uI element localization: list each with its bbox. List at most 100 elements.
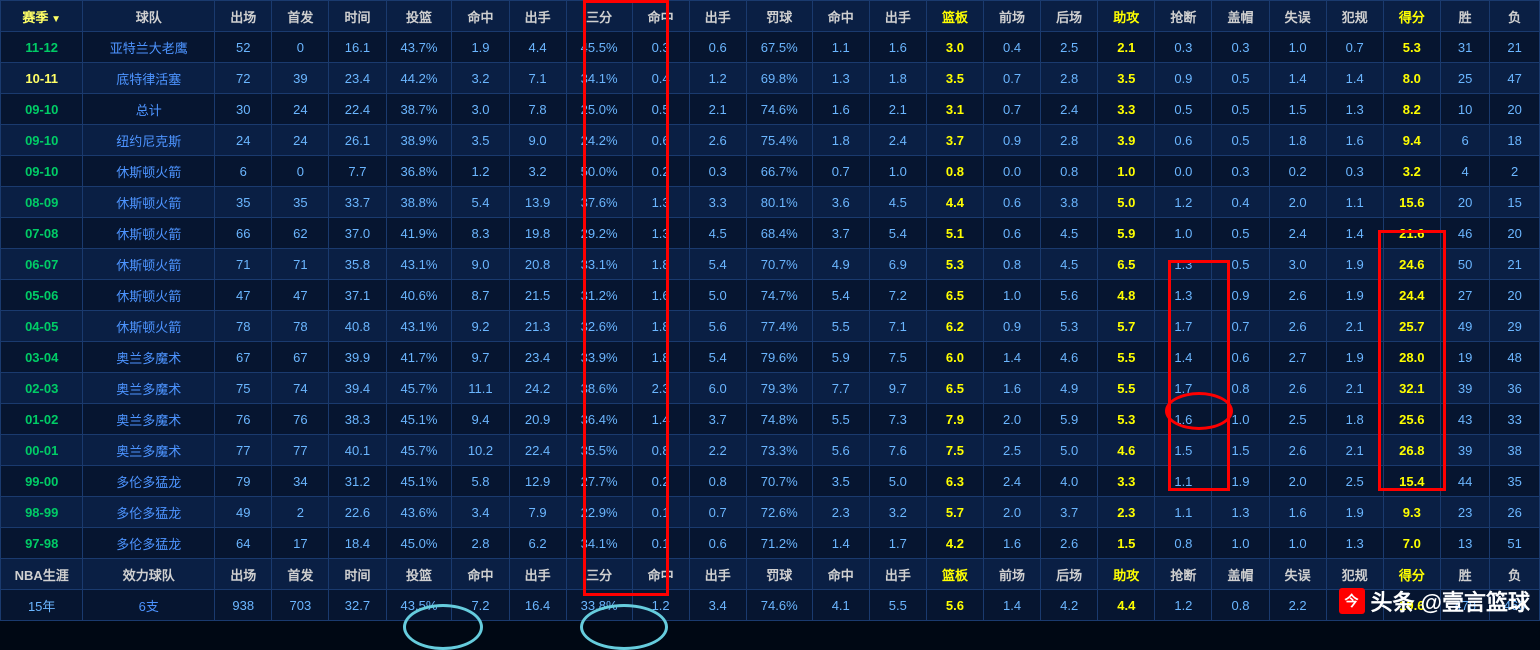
cell-season[interactable]: 09-10 [1, 94, 83, 125]
col-header-fgpct[interactable]: 投篮 [386, 1, 452, 32]
footer-col-header-ftm[interactable]: 命中 [812, 559, 869, 590]
cell-season[interactable]: 09-10 [1, 125, 83, 156]
cell-season[interactable]: 00-01 [1, 435, 83, 466]
footer-col-header-fta[interactable]: 出手 [869, 559, 926, 590]
cell-ast: 3.3 [1098, 466, 1155, 497]
col-header-pf[interactable]: 犯规 [1326, 1, 1383, 32]
cell-team[interactable]: 底特律活塞 [83, 63, 215, 94]
footer-col-header-team[interactable]: 效力球队 [83, 559, 215, 590]
cell-season[interactable]: 04-05 [1, 311, 83, 342]
cell-loss: 15 [1490, 187, 1540, 218]
cell-season[interactable]: 98-99 [1, 497, 83, 528]
col-header-fta[interactable]: 出手 [869, 1, 926, 32]
cell-season[interactable]: 07-08 [1, 218, 83, 249]
footer-col-header-ftpct[interactable]: 罚球 [746, 559, 812, 590]
cell-win: 39 [1440, 435, 1489, 466]
cell-tov: 1.4 [1269, 63, 1326, 94]
cell-team[interactable]: 多伦多猛龙 [83, 466, 215, 497]
col-header-reb[interactable]: 篮板 [926, 1, 983, 32]
cell-ast: 1.0 [1098, 156, 1155, 187]
col-header-tpm[interactable]: 命中 [632, 1, 689, 32]
col-header-fgm[interactable]: 命中 [452, 1, 509, 32]
cell-team[interactable]: 总计 [83, 94, 215, 125]
col-header-dreb[interactable]: 后场 [1041, 1, 1098, 32]
cell-fgpct: 45.7% [386, 373, 452, 404]
cell-season[interactable]: 99-00 [1, 466, 83, 497]
cell-ast: 5.7 [1098, 311, 1155, 342]
cell-season[interactable]: 03-04 [1, 342, 83, 373]
cell-team[interactable]: 休斯顿火箭 [83, 218, 215, 249]
footer-col-header-fga[interactable]: 出手 [509, 559, 566, 590]
footer-col-header-season[interactable]: NBA生涯 [1, 559, 83, 590]
cell-season[interactable]: 97-98 [1, 528, 83, 559]
cell-oreb: 2.0 [984, 404, 1041, 435]
footer-col-header-min[interactable]: 时间 [329, 559, 386, 590]
col-header-ftm[interactable]: 命中 [812, 1, 869, 32]
col-header-win[interactable]: 胜 [1440, 1, 1489, 32]
footer-col-header-dreb[interactable]: 后场 [1041, 559, 1098, 590]
col-header-blk[interactable]: 盖帽 [1212, 1, 1269, 32]
cell-gp: 30 [215, 94, 272, 125]
cell-team[interactable]: 奥兰多魔术 [83, 404, 215, 435]
cell-fgm: 3.4 [452, 497, 509, 528]
cell-oreb: 0.6 [984, 187, 1041, 218]
cell-blk: 1.5 [1212, 435, 1269, 466]
col-header-tpa[interactable]: 出手 [689, 1, 746, 32]
cell-season[interactable]: 01-02 [1, 404, 83, 435]
col-header-ast[interactable]: 助攻 [1098, 1, 1155, 32]
footer-col-header-blk[interactable]: 盖帽 [1212, 559, 1269, 590]
col-header-gp[interactable]: 出场 [215, 1, 272, 32]
cell-team[interactable]: 休斯顿火箭 [83, 156, 215, 187]
cell-reb: 7.9 [926, 404, 983, 435]
col-header-season[interactable]: 赛季 [1, 1, 83, 32]
cell-season[interactable]: 09-10 [1, 156, 83, 187]
cell-season[interactable]: 05-06 [1, 280, 83, 311]
cell-season[interactable]: 11-12 [1, 32, 83, 63]
cell-team[interactable]: 休斯顿火箭 [83, 280, 215, 311]
footer-col-header-fgm[interactable]: 命中 [452, 559, 509, 590]
col-header-pts[interactable]: 得分 [1383, 1, 1440, 32]
footer-col-header-tpm[interactable]: 命中 [632, 559, 689, 590]
cell-tpa: 2.1 [689, 94, 746, 125]
col-header-ftpct[interactable]: 罚球 [746, 1, 812, 32]
footer-col-header-fgpct[interactable]: 投篮 [386, 559, 452, 590]
cell-tpa: 0.7 [689, 497, 746, 528]
cell-season[interactable]: 02-03 [1, 373, 83, 404]
cell-team[interactable]: 多伦多猛龙 [83, 497, 215, 528]
footer-col-header-gp[interactable]: 出场 [215, 559, 272, 590]
cell-team[interactable]: 奥兰多魔术 [83, 342, 215, 373]
cell-team[interactable]: 休斯顿火箭 [83, 187, 215, 218]
cell-team[interactable]: 亚特兰大老鹰 [83, 32, 215, 63]
col-header-fga[interactable]: 出手 [509, 1, 566, 32]
footer-col-header-tppct[interactable]: 三分 [566, 559, 632, 590]
footer-col-header-oreb[interactable]: 前场 [984, 559, 1041, 590]
col-header-tppct[interactable]: 三分 [566, 1, 632, 32]
table-row: 11-12亚特兰大老鹰52016.143.7%1.94.445.5%0.30.6… [1, 32, 1540, 63]
footer-col-header-tpa[interactable]: 出手 [689, 559, 746, 590]
cell-fgm: 2.8 [452, 528, 509, 559]
cell-team[interactable]: 纽约尼克斯 [83, 125, 215, 156]
cell-team[interactable]: 休斯顿火箭 [83, 311, 215, 342]
footer-col-header-gs[interactable]: 首发 [272, 559, 329, 590]
cell-season[interactable]: 08-09 [1, 187, 83, 218]
col-header-min[interactable]: 时间 [329, 1, 386, 32]
cell-team[interactable]: 奥兰多魔术 [83, 435, 215, 466]
col-header-tov[interactable]: 失误 [1269, 1, 1326, 32]
cell-team[interactable]: 奥兰多魔术 [83, 373, 215, 404]
col-header-team[interactable]: 球队 [83, 1, 215, 32]
col-header-gs[interactable]: 首发 [272, 1, 329, 32]
footer-col-header-ast[interactable]: 助攻 [1098, 559, 1155, 590]
cell-season[interactable]: 10-11 [1, 63, 83, 94]
cell-season[interactable]: 06-07 [1, 249, 83, 280]
cell-pf: 2.1 [1326, 373, 1383, 404]
cell-fgm: 10.2 [452, 435, 509, 466]
cell-team[interactable]: 多伦多猛龙 [83, 528, 215, 559]
col-header-stl[interactable]: 抢断 [1155, 1, 1212, 32]
col-header-oreb[interactable]: 前场 [984, 1, 1041, 32]
cell-gp: 79 [215, 466, 272, 497]
cell-team[interactable]: 休斯顿火箭 [83, 249, 215, 280]
footer-col-header-stl[interactable]: 抢断 [1155, 559, 1212, 590]
footer-col-header-tov[interactable]: 失误 [1269, 559, 1326, 590]
col-header-loss[interactable]: 负 [1490, 1, 1540, 32]
footer-col-header-reb[interactable]: 篮板 [926, 559, 983, 590]
